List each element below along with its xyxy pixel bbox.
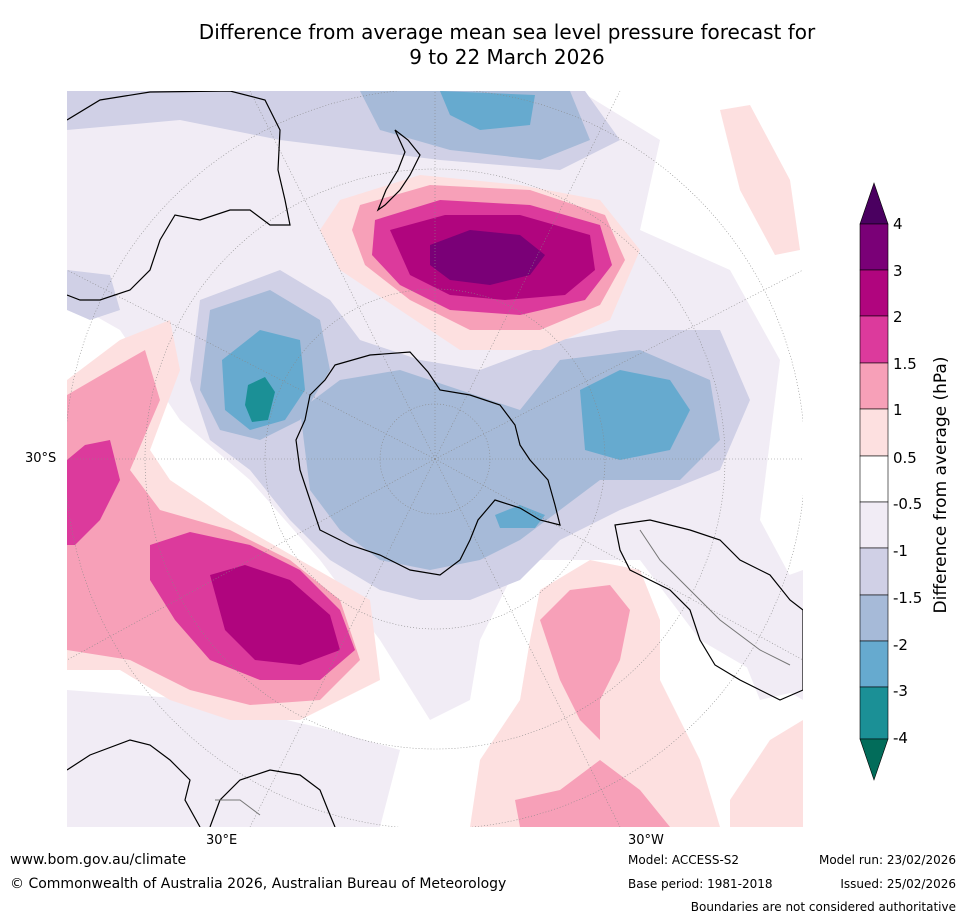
website-link[interactable]: www.bom.gov.au/climate [10,852,187,868]
base-period: Base period: 1981-2018 [628,877,773,891]
map-svg [67,91,803,827]
colorbar-swatch-2-3 [859,269,889,317]
boundary-disclaimer: Boundaries are not considered authoritat… [690,900,956,914]
latitude-label-30s: 30°S [25,451,57,466]
anomaly-area-minus-2 [440,91,535,130]
anomaly-area-plus-1.5-west [67,440,120,545]
colorbar-arrow-bottom [859,738,889,781]
anomaly-area-plus-3 [430,230,545,285]
colorbar-tick-label: 1 [893,401,903,419]
south-america-coast [614,519,803,701]
colorbar-tick-label: -1 [893,542,908,560]
new-zealand-coast [376,129,421,212]
anomaly-area-minus-3 [245,377,275,422]
coastlines [67,91,803,827]
title-line-2: 9 to 22 March 2026 [409,45,605,69]
colorbar-swatch-minus-1-1.5 [859,547,889,596]
colorbar-tick-label: 2 [893,308,903,326]
graticule [67,91,803,827]
colorbar-swatch-3-4 [859,223,889,271]
australia-coast [67,91,291,301]
colorbar-tick-label: 0.5 [893,449,917,467]
title-line-1: Difference from average mean sea level p… [198,20,816,44]
colorbar [859,182,889,781]
colorbar-swatch-neutral [859,455,889,503]
anomaly-area-minus-0.5-right [720,570,803,700]
africa-coast [67,739,336,827]
colorbar-title: Difference from average (hPa) [931,356,951,614]
colorbar-arrow-top [859,182,889,225]
colorbar-tick-label: -4 [893,729,908,747]
colorbar-swatch-1-1.5 [859,362,889,410]
anomaly-area-minus-2-peninsula [495,505,545,528]
anomaly-area-minus-2-east [580,370,690,460]
colorbar-swatch-1.5-2 [859,315,889,364]
anomaly-area-plus-0.5-pacific [720,105,800,255]
longitude-label-30w: 30°W [628,833,664,848]
colorbar-tick-label: 3 [893,262,903,280]
issued-date: Issued: 25/02/2026 [840,877,956,891]
anomaly-area-minus-0.5-sw [67,690,400,827]
colorbar-tick-label: -0.5 [893,495,923,513]
model-run-date: Model run: 23/02/2026 [818,853,956,867]
colorbar-tick-label: -2 [893,636,908,654]
polar-map [67,91,803,827]
colorbar-swatch-minus-1.5-2 [859,594,889,642]
positive-anomaly-fields [67,105,803,827]
chart-title: Difference from average mean sea level p… [0,20,965,70]
colorbar-tick-label: 4 [893,215,903,233]
anomaly-area-plus-1-bottom [515,760,670,827]
model-name: Model: ACCESS-S2 [628,853,740,867]
anomaly-area-minus-1-west [67,270,120,320]
longitude-label-30e: 30°E [206,833,238,848]
copyright-notice: © Commonwealth of Australia 2026, Austra… [10,876,507,892]
colorbar-swatch-minus-2-3 [859,640,889,688]
colorbar-swatch-0.5-1 [859,408,889,457]
anomaly-area-plus-0.5-se [730,720,803,827]
colorbar-tick-label: -1.5 [893,589,923,607]
country-borders [215,529,791,816]
colorbar-swatch-minus-3-4 [859,686,889,740]
colorbar-swatch-minus-0.5-1 [859,501,889,549]
anomaly-area-plus-2-sw [210,565,340,665]
anomaly-area-plus-1-south [540,585,630,740]
colorbar-tick-label: 1.5 [893,355,917,373]
antarctica-coast [295,351,561,576]
colorbar-tick-label: -3 [893,682,908,700]
